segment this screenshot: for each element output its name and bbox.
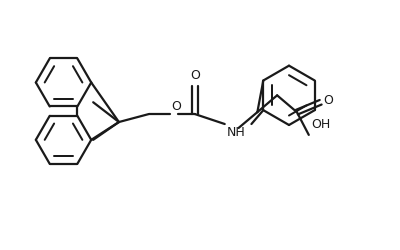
Text: O: O [171,100,181,113]
Text: NH: NH [227,126,246,139]
Text: O: O [190,70,200,82]
Text: OH: OH [311,118,330,131]
Text: O: O [324,94,334,107]
